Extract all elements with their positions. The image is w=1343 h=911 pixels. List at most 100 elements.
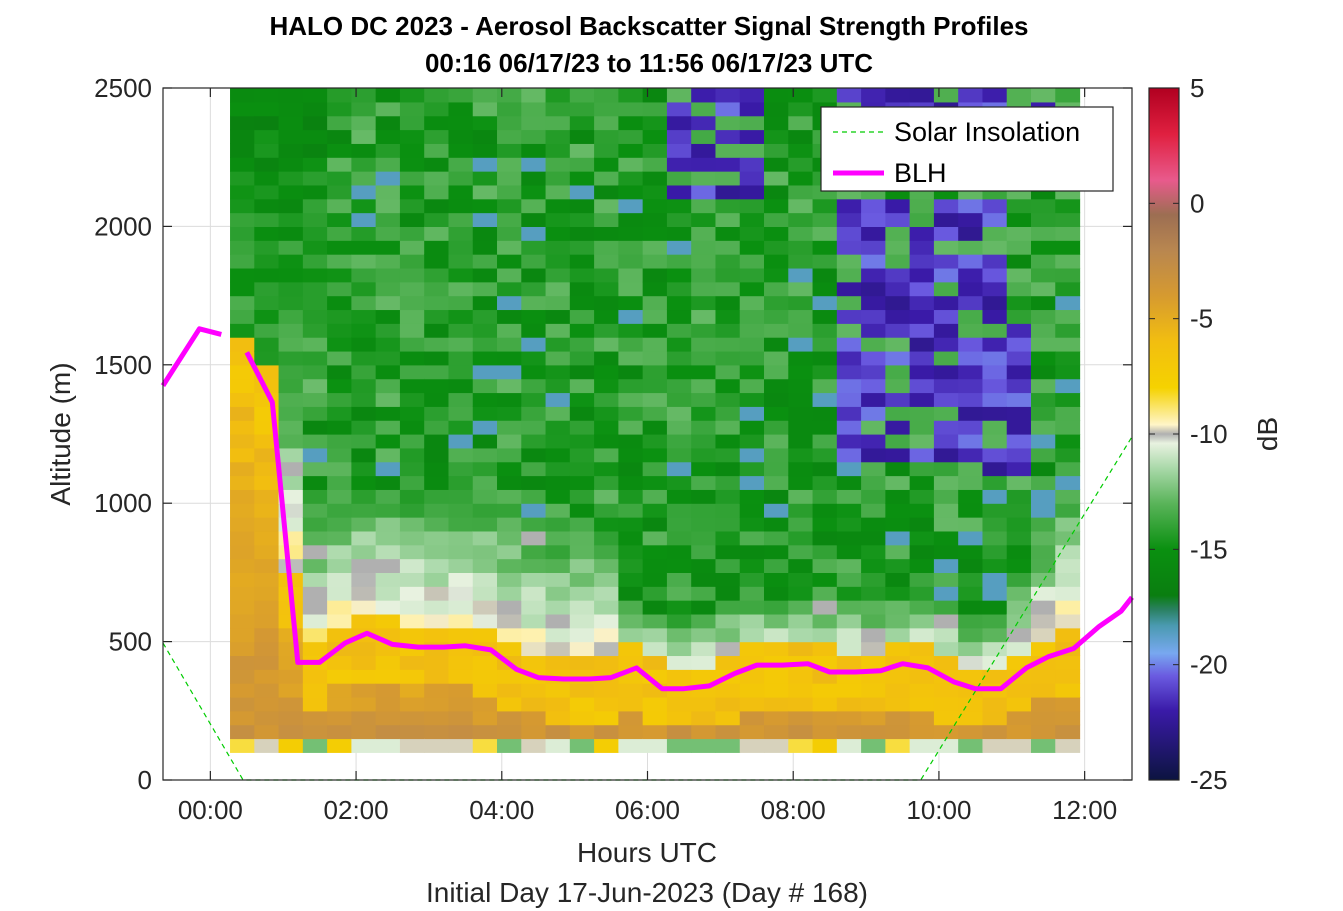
heatmap-cell xyxy=(278,295,304,311)
heatmap-cell xyxy=(399,517,425,532)
heatmap-cell xyxy=(1006,600,1032,615)
heatmap-cell xyxy=(497,101,522,117)
heatmap-cell xyxy=(521,572,547,587)
heatmap-cell xyxy=(836,738,862,753)
heatmap-cell xyxy=(448,696,474,712)
heatmap-cell xyxy=(302,101,328,117)
heatmap-cell xyxy=(351,157,377,172)
heatmap-cell xyxy=(1006,558,1032,573)
x-tick-label: 02:00 xyxy=(324,795,389,825)
heatmap-cell xyxy=(1006,696,1032,712)
heatmap-cell xyxy=(594,406,619,421)
heatmap-cell xyxy=(1031,558,1056,573)
heatmap-cell xyxy=(933,337,959,352)
heatmap-cell xyxy=(739,267,765,283)
heatmap-cell xyxy=(230,586,255,601)
heatmap-cell xyxy=(739,309,765,324)
heatmap-cell xyxy=(448,240,474,255)
heatmap-cell xyxy=(472,281,498,297)
heatmap-cell xyxy=(545,627,571,643)
heatmap-cell xyxy=(278,696,304,712)
heatmap-cell xyxy=(521,586,547,601)
heatmap-cell xyxy=(230,143,255,158)
heatmap-cell xyxy=(982,710,1008,726)
heatmap-cell xyxy=(982,364,1008,380)
heatmap-cell xyxy=(448,475,474,490)
heatmap-cell xyxy=(448,184,474,200)
heatmap-cell xyxy=(448,115,474,131)
heatmap-cell xyxy=(302,226,328,241)
heatmap-cell xyxy=(302,323,328,338)
heatmap-cell xyxy=(788,184,814,200)
heatmap-cell xyxy=(933,627,959,643)
heatmap-cell xyxy=(812,600,838,615)
heatmap-cell xyxy=(399,489,425,504)
heatmap-cell xyxy=(764,710,789,726)
heatmap-cell xyxy=(764,420,789,435)
heatmap-cell xyxy=(909,240,935,255)
heatmap-cell xyxy=(375,226,401,241)
heatmap-cell xyxy=(594,530,619,546)
heatmap-cell xyxy=(739,337,765,352)
heatmap-cell xyxy=(739,88,765,103)
heatmap-cell xyxy=(1031,655,1056,670)
heatmap-cell xyxy=(764,544,789,560)
heatmap-cell xyxy=(230,489,255,504)
heatmap-cell xyxy=(739,613,765,629)
heatmap-cell xyxy=(739,475,765,490)
heatmap-cell xyxy=(691,696,717,712)
heatmap-cell xyxy=(230,434,255,449)
heatmap-cell xyxy=(788,309,814,324)
heatmap-cell xyxy=(230,198,255,214)
heatmap-cell xyxy=(1055,378,1081,394)
heatmap-cell xyxy=(739,489,765,504)
heatmap-cell xyxy=(375,517,401,532)
heatmap-cell xyxy=(861,627,886,643)
heatmap-cell xyxy=(836,212,862,227)
heatmap-cell xyxy=(302,572,328,587)
heatmap-cell xyxy=(691,101,717,117)
heatmap-cell xyxy=(424,669,450,684)
y-tick-label: 500 xyxy=(109,627,152,657)
heatmap-cell xyxy=(715,613,741,629)
heatmap-cell xyxy=(472,101,498,117)
heatmap-cell xyxy=(399,295,425,311)
heatmap-cell xyxy=(351,420,377,435)
heatmap-cell xyxy=(958,613,984,629)
heatmap-cell xyxy=(230,641,255,657)
heatmap-cell xyxy=(424,129,450,144)
heatmap-cell xyxy=(327,613,352,629)
heatmap-cell xyxy=(1031,613,1056,629)
heatmap-cell xyxy=(642,129,668,144)
heatmap-cell xyxy=(594,198,619,214)
heatmap-cell xyxy=(642,157,668,172)
heatmap-cell xyxy=(399,461,425,477)
heatmap-cell xyxy=(666,254,692,269)
heatmap-cell xyxy=(351,489,377,504)
heatmap-cell xyxy=(1006,364,1032,380)
heatmap-cell xyxy=(399,710,425,726)
heatmap-cell xyxy=(497,281,522,297)
heatmap-cell xyxy=(1006,226,1032,241)
heatmap-cell xyxy=(715,572,741,587)
heatmap-cell xyxy=(594,627,619,643)
heatmap-cell xyxy=(691,129,717,144)
heatmap-cell xyxy=(327,254,352,269)
heatmap-cell xyxy=(836,350,862,366)
heatmap-cell xyxy=(1055,530,1081,546)
heatmap-cell xyxy=(691,323,717,338)
heatmap-cell xyxy=(739,461,765,477)
heatmap-cell xyxy=(788,212,814,227)
heatmap-cell xyxy=(691,240,717,255)
heatmap-cell xyxy=(861,212,886,227)
heatmap-cell xyxy=(327,281,352,297)
heatmap-cell xyxy=(1006,309,1032,324)
heatmap-cell xyxy=(327,461,352,477)
heatmap-cell xyxy=(545,655,571,670)
heatmap-cell xyxy=(618,641,644,657)
heatmap-cell xyxy=(521,115,547,131)
heatmap-cell xyxy=(1031,350,1056,366)
y-tick-label: 1500 xyxy=(94,350,152,380)
heatmap-cell xyxy=(545,378,571,394)
heatmap-cell xyxy=(666,88,692,103)
